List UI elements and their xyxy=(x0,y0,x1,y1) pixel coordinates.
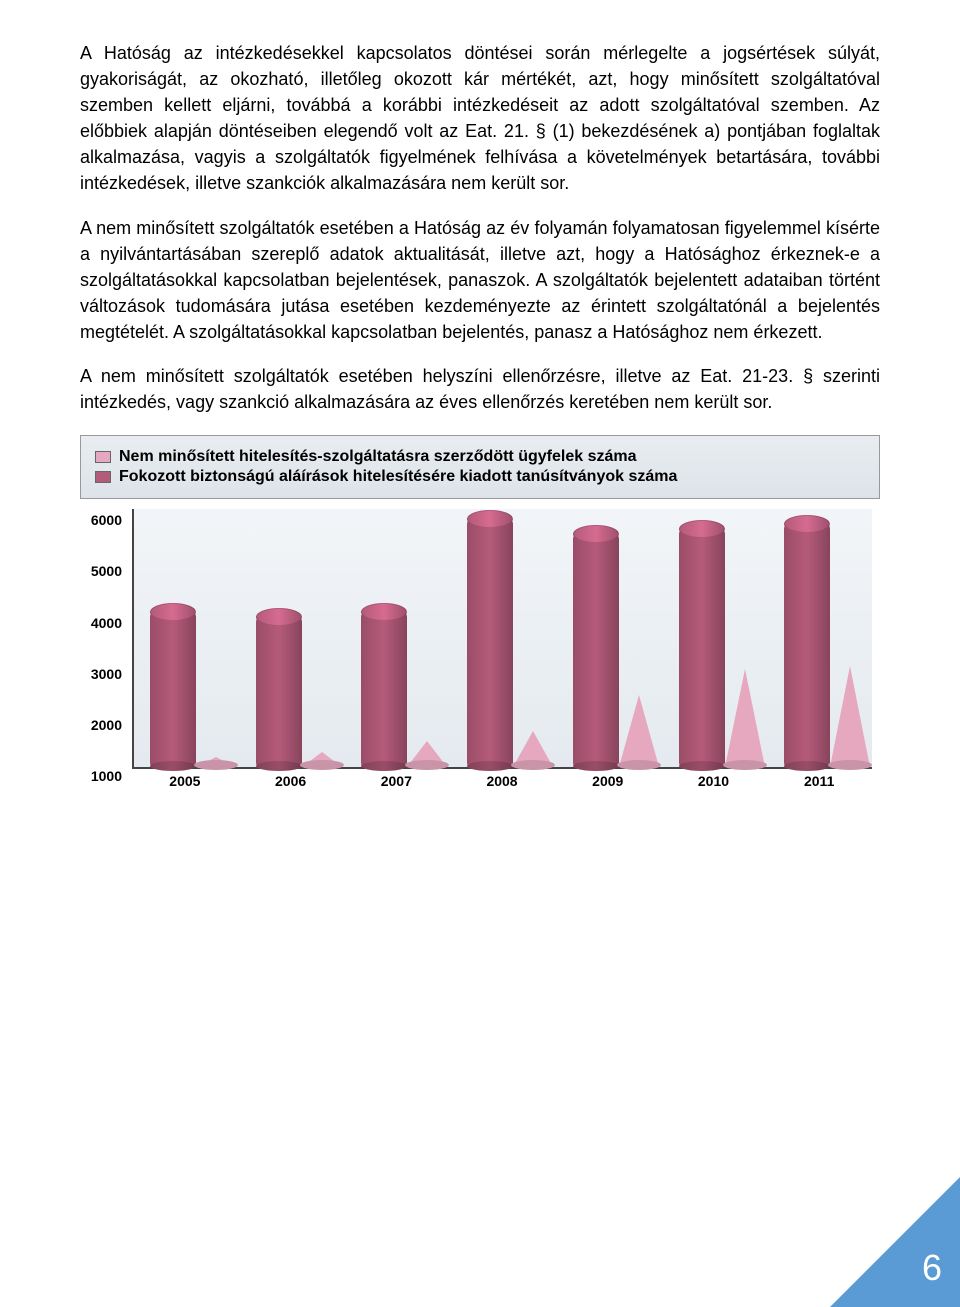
chart: 6000 5000 4000 3000 2000 1000 2005 2006 … xyxy=(80,509,880,809)
cone-bar xyxy=(407,741,447,767)
cone-bar xyxy=(513,731,553,767)
cylinder-bar xyxy=(150,611,196,767)
cylinder-bar xyxy=(679,528,725,767)
legend-label-2: Fokozott biztonságú aláírások hitelesíté… xyxy=(119,468,677,486)
cone-bar xyxy=(619,694,659,767)
xtick-1: 2006 xyxy=(238,773,344,789)
xtick-0: 2005 xyxy=(132,773,238,789)
legend-row-1: Nem minősített hitelesítés-szolgáltatásr… xyxy=(95,448,865,466)
xtick-4: 2009 xyxy=(555,773,661,789)
legend-swatch-1 xyxy=(95,451,111,463)
xtick-6: 2011 xyxy=(766,773,872,789)
cylinder-bar xyxy=(256,616,302,767)
legend-row-2: Fokozott biztonságú aláírások hitelesíté… xyxy=(95,468,865,486)
cone-bar xyxy=(302,752,342,768)
ytick-4000: 4000 xyxy=(80,616,128,630)
plot-area xyxy=(132,509,872,769)
cone-bar xyxy=(830,666,870,767)
paragraph-2: A nem minősített szolgáltatók esetében a… xyxy=(80,215,880,345)
ytick-5000: 5000 xyxy=(80,564,128,578)
cylinder-bar xyxy=(467,518,513,768)
legend-label-1: Nem minősített hitelesítés-szolgáltatásr… xyxy=(119,448,636,466)
chart-legend: Nem minősített hitelesítés-szolgáltatásr… xyxy=(80,435,880,499)
ytick-1000: 1000 xyxy=(80,769,128,783)
ytick-2000: 2000 xyxy=(80,718,128,732)
cylinder-bar xyxy=(573,533,619,767)
ytick-3000: 3000 xyxy=(80,667,128,681)
paragraph-3: A nem minősített szolgáltatók esetében h… xyxy=(80,363,880,415)
legend-swatch-2 xyxy=(95,471,111,483)
cylinder-bar xyxy=(784,523,830,767)
ytick-6000: 6000 xyxy=(80,513,128,527)
page-number: 6 xyxy=(922,1247,942,1289)
y-axis: 6000 5000 4000 3000 2000 1000 xyxy=(80,509,128,779)
paragraph-1: A Hatóság az intézkedésekkel kapcsolatos… xyxy=(80,40,880,197)
xtick-5: 2010 xyxy=(661,773,767,789)
xtick-2: 2007 xyxy=(343,773,449,789)
cone-bar xyxy=(196,757,236,767)
cone-bar xyxy=(725,668,765,767)
cylinder-bar xyxy=(361,611,407,767)
x-axis-labels: 2005 2006 2007 2008 2009 2010 2011 xyxy=(132,773,872,789)
xtick-3: 2008 xyxy=(449,773,555,789)
